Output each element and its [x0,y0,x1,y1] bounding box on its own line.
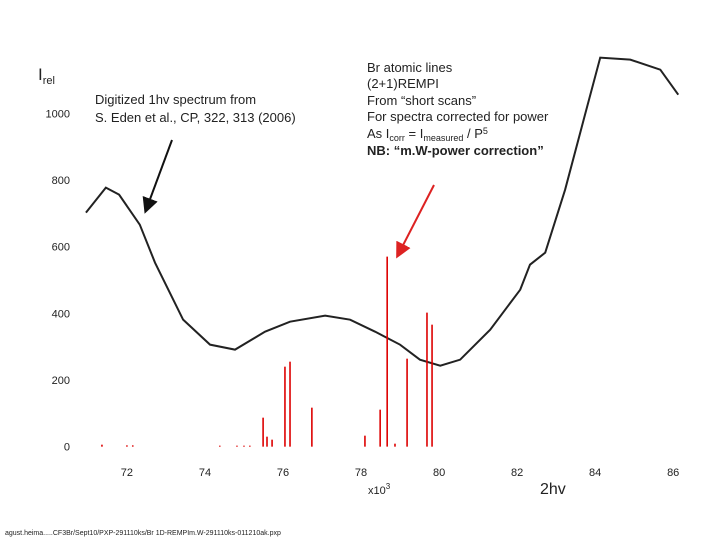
formula-sup: 5 [483,126,488,136]
x-tick-label: 84 [589,467,601,479]
annotation: From “short scans” [367,93,476,108]
annotation: (2+1)REMPI [367,76,439,91]
x-axis-label: x103 [368,482,391,497]
formula-sub: measured [423,133,463,143]
x-label-main: x10 [368,485,386,497]
arrow [396,184,435,259]
x-tick-label: 74 [199,467,211,479]
formula-sub: corr [389,133,405,143]
spectrum-line [85,56,680,367]
footer: agust.heima.....CF3Br/Sept10/PXP-291110k… [5,530,281,537]
x-tick-label: 76 [277,467,289,479]
y-tick-label: 200 [52,375,70,387]
annotation-right: Br atomic lines (2+1)REMPI From “short s… [367,60,549,158]
y-tick-label: 0 [64,442,70,454]
y-axis-label: Irel [38,65,55,87]
y-label-sub: rel [43,75,55,87]
x-tick-label: 86 [667,467,679,479]
formula-part: As I [367,126,389,141]
x-label-sup: 3 [386,482,391,491]
y-label-main: I [38,65,43,84]
annotation: Digitized 1hv spectrum from [95,92,256,107]
formula: As Icorr = Imeasured / P5 [367,126,488,143]
x-tick-label: 82 [511,467,523,479]
y-tick-label: 800 [52,175,70,187]
x-tick-label: 80 [433,467,445,479]
formula-part: = I [405,126,423,141]
x-tick-label: 78 [355,467,367,479]
annotation: S. Eden et al., CP, 322, 313 (2006) [95,110,296,125]
y-tick-label: 400 [52,308,70,320]
arrow [142,139,173,214]
x-title: 2hv [540,481,566,498]
x-tick-label: 72 [121,467,133,479]
formula-part: / P [463,126,483,141]
y-tick-label: 1000 [46,108,70,120]
y-tick-label: 600 [52,242,70,254]
annotation-note: NB: “m.W-power correction” [367,143,544,158]
annotation: Br atomic lines [367,60,453,75]
annotation: For spectra corrected for power [367,109,549,124]
